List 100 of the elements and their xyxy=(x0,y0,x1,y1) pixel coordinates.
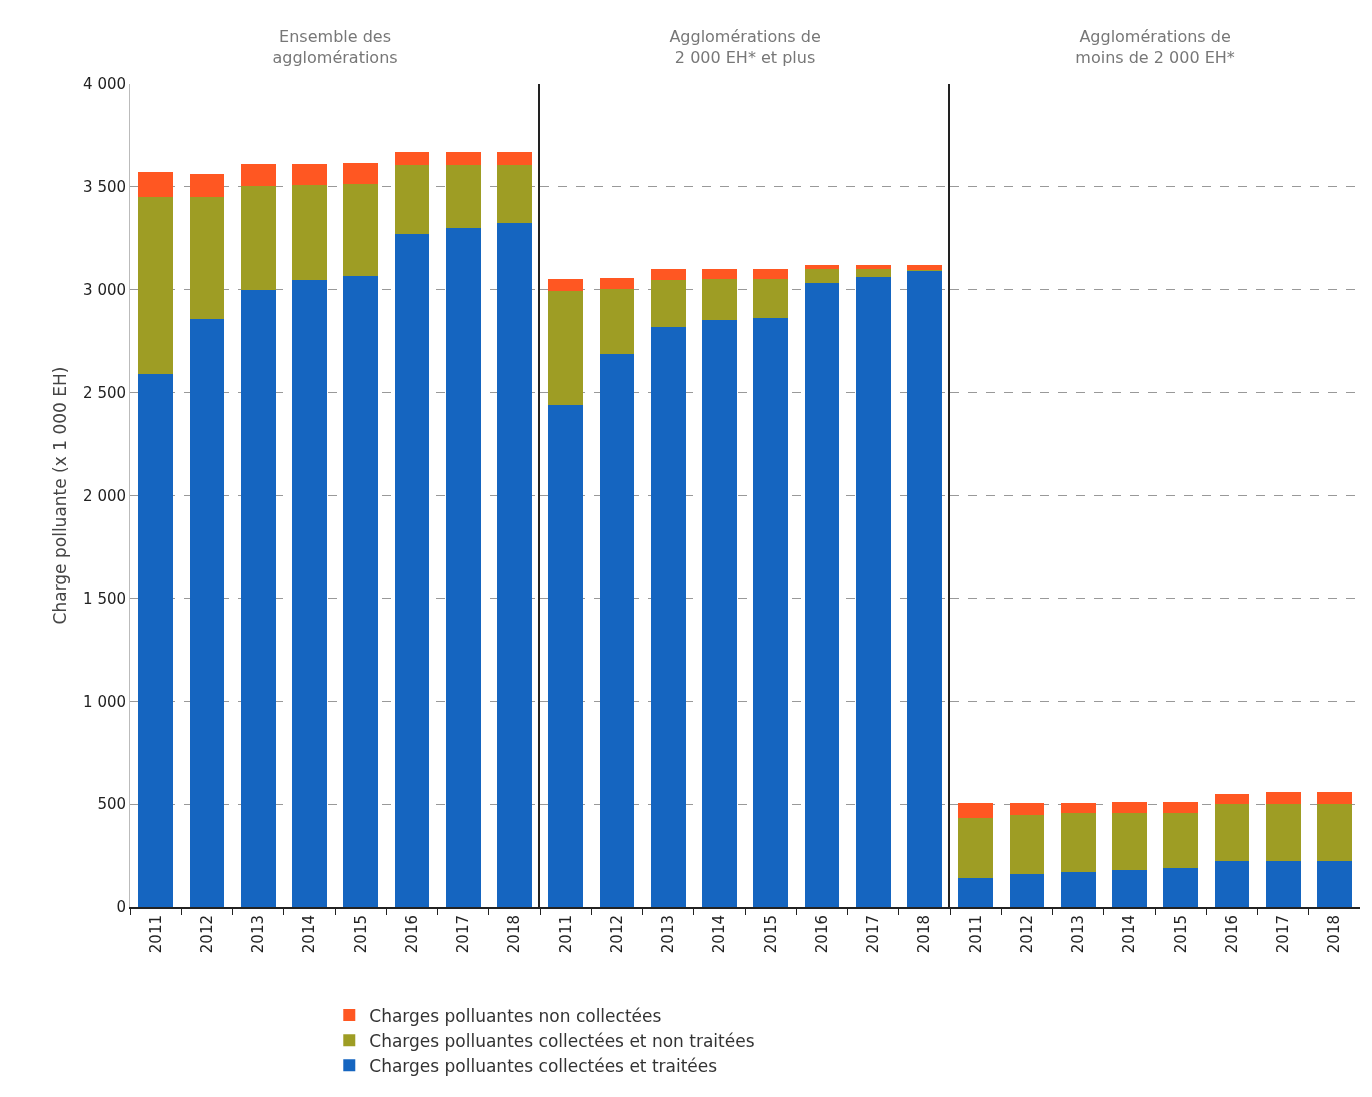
bar xyxy=(1112,802,1147,814)
bar xyxy=(907,271,942,907)
bar xyxy=(1265,791,1301,805)
bar xyxy=(189,173,225,198)
bar xyxy=(1009,874,1045,907)
y-tick-label: 1 500 xyxy=(83,589,127,608)
x-tick-label: 2011 xyxy=(556,915,575,954)
bar xyxy=(1060,803,1096,814)
bar xyxy=(1163,813,1199,868)
bar xyxy=(497,165,532,223)
x-tick-label: 2014 xyxy=(710,915,729,954)
bar xyxy=(958,878,994,907)
bar xyxy=(394,165,430,235)
x-tick-label: 2015 xyxy=(761,915,780,954)
bar xyxy=(497,222,532,907)
bar xyxy=(1317,804,1352,861)
y-tick-label: 4 000 xyxy=(83,75,127,94)
bar xyxy=(1214,860,1250,907)
bar xyxy=(445,228,481,907)
bar xyxy=(804,269,840,283)
x-tick-label: 2018 xyxy=(1325,915,1344,954)
bar xyxy=(650,280,686,327)
x-tick-label: 2013 xyxy=(659,915,678,954)
bar xyxy=(548,290,584,405)
bar xyxy=(1060,813,1096,873)
x-tick-label: 2017 xyxy=(454,915,473,954)
x-tick-label: 2012 xyxy=(197,915,216,954)
bar xyxy=(138,374,174,907)
bar xyxy=(1265,804,1301,861)
bar xyxy=(753,279,789,318)
x-tick-label: 2018 xyxy=(915,915,934,954)
chart-title: Ensemble des agglomérations xyxy=(272,27,398,67)
bar xyxy=(1163,802,1199,814)
x-tick-label: 2011 xyxy=(966,915,985,954)
x-tick-label: 2015 xyxy=(351,915,370,954)
bar xyxy=(1009,815,1045,875)
bar xyxy=(189,318,225,907)
bar xyxy=(292,280,327,907)
bar xyxy=(650,326,686,907)
x-tick-label: 2011 xyxy=(146,915,165,954)
y-tick-label: 2 500 xyxy=(83,383,127,402)
bar xyxy=(343,276,379,907)
x-tick-label: 2018 xyxy=(505,915,524,954)
bar xyxy=(548,404,584,907)
bar xyxy=(343,183,379,277)
bar xyxy=(1317,860,1352,907)
x-tick-label: 2014 xyxy=(1120,915,1139,954)
bar xyxy=(445,165,481,229)
bar xyxy=(1060,872,1096,907)
bar xyxy=(599,353,635,907)
bar xyxy=(702,319,737,907)
chart-title: Agglomérations de 2 000 EH* et plus xyxy=(669,27,821,67)
x-tick-label: 2012 xyxy=(607,915,626,954)
bar xyxy=(753,317,789,907)
x-tick-label: 2016 xyxy=(402,915,421,954)
bar xyxy=(1265,860,1301,907)
bar xyxy=(1163,867,1199,907)
bar xyxy=(599,288,635,354)
y-axis-title: Charge polluante (x 1 000 EH) xyxy=(49,366,70,625)
legend-label: Charges polluantes collectées et traitées xyxy=(369,1055,718,1076)
bar xyxy=(138,197,174,375)
legend-label: Charges polluantes collectées et non traitées xyxy=(369,1030,755,1051)
y-tick-label: 2 000 xyxy=(83,486,127,505)
bar xyxy=(958,817,994,879)
bar xyxy=(394,234,430,907)
bar xyxy=(138,172,174,198)
y-tick-label: 3 000 xyxy=(83,281,127,299)
bar xyxy=(855,269,891,278)
bar xyxy=(548,279,584,291)
chart-title: Agglomérations de moins de 2 000 EH* xyxy=(1075,27,1235,67)
bar xyxy=(1112,813,1147,870)
bar xyxy=(804,265,840,270)
bar xyxy=(189,197,225,319)
bar xyxy=(855,265,891,270)
bar xyxy=(958,803,994,818)
x-tick-label: 2013 xyxy=(249,915,268,954)
bar xyxy=(240,289,276,907)
bar xyxy=(240,164,276,186)
bar xyxy=(650,269,686,281)
bar xyxy=(292,184,327,281)
y-tick-label: 1 000 xyxy=(83,692,127,711)
y-tick-label: 0 xyxy=(116,898,127,917)
bar xyxy=(599,278,635,289)
x-tick-label: 2017 xyxy=(1274,915,1293,954)
bar xyxy=(907,265,942,271)
x-tick-label: 2014 xyxy=(300,915,319,954)
x-tick-label: 2015 xyxy=(1171,915,1190,954)
bar xyxy=(292,164,327,185)
bar xyxy=(1214,793,1250,805)
y-tick-label: 500 xyxy=(97,795,127,814)
legend-label: Charges polluantes non collectées xyxy=(369,1005,662,1026)
x-tick-label: 2017 xyxy=(864,915,883,954)
bar xyxy=(1317,791,1352,805)
x-tick-label: 2012 xyxy=(1017,915,1036,954)
bar xyxy=(1112,869,1147,907)
bar xyxy=(1009,803,1045,816)
x-tick-label: 2016 xyxy=(812,915,831,954)
bar xyxy=(240,185,276,290)
bar xyxy=(702,269,737,280)
bar xyxy=(343,163,379,184)
